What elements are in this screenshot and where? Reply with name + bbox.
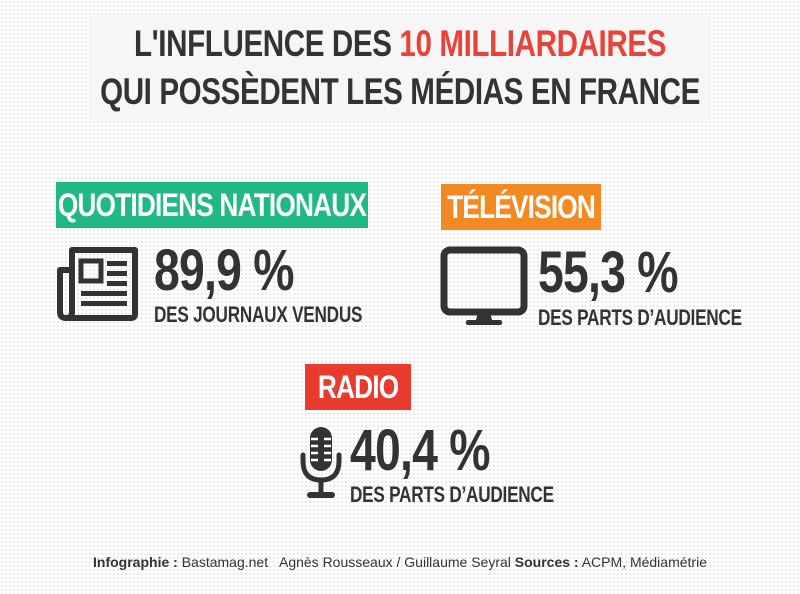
value-radio: 40,4 % (350, 418, 490, 483)
label-quotidiens-text: QUOTIDIENS NATIONAUX (57, 187, 367, 223)
title-prefix: L'INFLUENCE DES (133, 23, 400, 64)
credits: Infographie : Bastamag.net Agnès Roussea… (0, 553, 800, 571)
label-television-text: TÉLÉVISION (447, 189, 596, 225)
caption-radio: DES PARTS D’AUDIENCE (350, 482, 554, 507)
credits-sources-label: Sources : (514, 554, 579, 570)
label-television: TÉLÉVISION (441, 184, 601, 230)
label-radio-text: RADIO (317, 369, 399, 405)
label-radio: RADIO (305, 364, 411, 410)
value-quotidiens: 89,9 % (154, 238, 294, 303)
caption-quotidiens: DES JOURNAUX VENDUS (154, 302, 363, 327)
title-line-1: L'INFLUENCE DES 10 MILLIARDAIRES (80, 24, 720, 64)
newspaper-icon (56, 244, 140, 322)
value-television: 55,3 % (538, 240, 678, 305)
credits-infographie-label: Infographie : (93, 554, 178, 570)
caption-television: DES PARTS D’AUDIENCE (538, 305, 742, 330)
title-highlight: 10 MILLIARDAIRES (399, 23, 667, 64)
label-quotidiens: QUOTIDIENS NATIONAUX (56, 182, 368, 228)
microphone-icon (298, 425, 344, 501)
title-line-2: QUI POSSÈDENT LES MÉDIAS EN FRANCE (100, 71, 700, 112)
credits-sources-value: ACPM, Médiamétrie (578, 554, 707, 570)
title-background (90, 14, 710, 122)
credits-infographie-value: Bastamag.net Agnès Rousseaux / Guillaume… (177, 554, 515, 570)
tv-icon (440, 246, 528, 328)
